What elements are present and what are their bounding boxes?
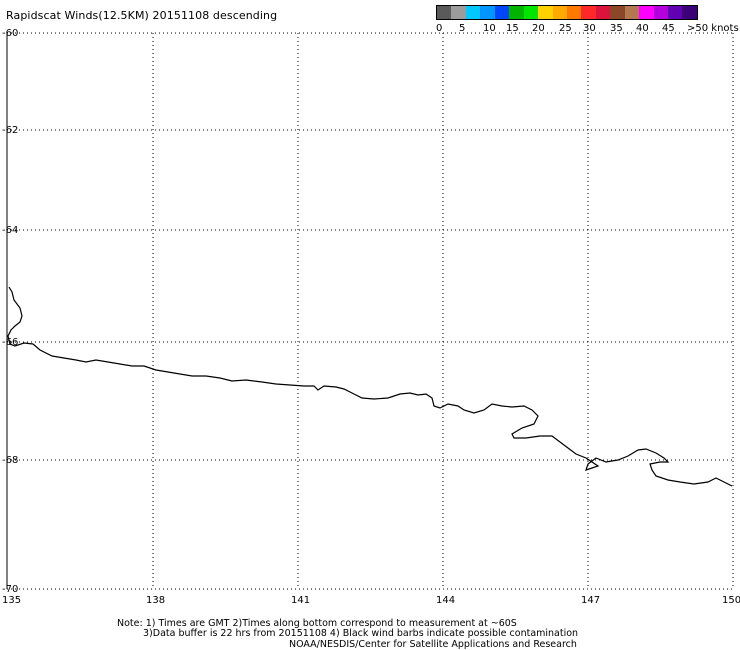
- legend-swatch-6: [523, 6, 539, 19]
- legend-swatch-0: [437, 6, 452, 19]
- wind-speed-legend: 0 5 10 15 20 25 30 35 40 45 >50 knots: [436, 5, 739, 37]
- legend-swatch-3: [480, 6, 495, 19]
- lon-label-150: 150: [722, 595, 740, 606]
- legend-swatch-5: [509, 6, 524, 19]
- legend-swatch-1: [451, 6, 466, 19]
- legend-label-45: 45: [662, 23, 675, 34]
- legend-label-10: 10: [483, 23, 496, 34]
- lat-label-70: -70: [2, 584, 18, 595]
- coastline: [7, 286, 733, 487]
- legend-label-30: 30: [583, 23, 596, 34]
- lon-label-135: 135: [2, 595, 21, 606]
- lat-label-62: -62: [2, 125, 18, 136]
- legend-label-35: 35: [610, 23, 623, 34]
- legend-swatch-8: [552, 6, 567, 19]
- legend-label-50-plus: >50 knots: [687, 23, 739, 34]
- legend-swatch-4: [494, 6, 510, 19]
- legend-label-20: 20: [532, 23, 545, 34]
- legend-swatch-11: [595, 6, 611, 19]
- latitude-gridlines: [7, 32, 733, 590]
- lat-label-60: -60: [2, 28, 18, 39]
- color-scale-bar: [436, 5, 698, 20]
- map-title: Rapidscat Winds(12.5KM) 20151108 descend…: [6, 9, 278, 22]
- legend-swatch-10: [581, 6, 596, 19]
- lat-label-68: -68: [2, 455, 18, 466]
- legend-swatch-12: [610, 6, 625, 19]
- legend-label-25: 25: [559, 23, 572, 34]
- legend-swatch-17: [682, 6, 697, 19]
- footnote-line-1: Note: 1) Times are GMT 2)Times along bot…: [117, 618, 517, 629]
- legend-swatch-15: [653, 6, 668, 19]
- footnote-line-3: NOAA/NESDIS/Center for Satellite Applica…: [289, 639, 577, 650]
- legend-label-15: 15: [506, 23, 519, 34]
- legend-swatch-2: [465, 6, 481, 19]
- legend-swatch-7: [538, 6, 553, 19]
- legend-swatch-13: [624, 6, 640, 19]
- lon-label-144: 144: [436, 595, 455, 606]
- footnote-line-2: 3)Data buffer is 22 hrs from 20151108 4)…: [143, 628, 579, 639]
- legend-swatch-14: [639, 6, 654, 19]
- legend-label-40: 40: [636, 23, 649, 34]
- lat-label-64: -64: [2, 225, 18, 236]
- longitude-gridlines: [152, 33, 734, 589]
- legend-swatch-16: [668, 6, 683, 19]
- legend-swatch-9: [566, 6, 582, 19]
- legend-label-5: 5: [459, 23, 466, 34]
- legend-label-0: 0: [436, 23, 443, 34]
- lon-label-138: 138: [146, 595, 165, 606]
- lon-label-141: 141: [291, 595, 310, 606]
- lon-label-147: 147: [581, 595, 600, 606]
